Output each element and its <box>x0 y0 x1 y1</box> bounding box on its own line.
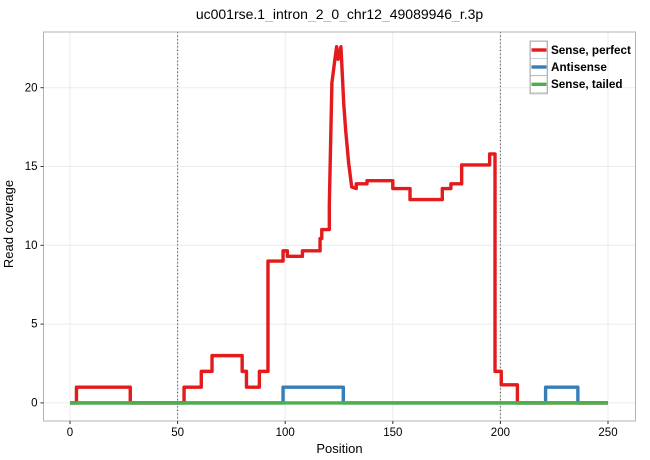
svg-text:Antisense: Antisense <box>551 61 607 74</box>
svg-text:150: 150 <box>383 427 402 439</box>
svg-text:20: 20 <box>25 82 38 94</box>
svg-text:100: 100 <box>276 427 295 439</box>
svg-text:Sense, perfect: Sense, perfect <box>551 44 631 57</box>
svg-text:250: 250 <box>598 427 617 439</box>
svg-text:50: 50 <box>171 427 184 439</box>
svg-text:200: 200 <box>491 427 510 439</box>
svg-text:Position: Position <box>316 441 362 456</box>
svg-text:0: 0 <box>67 427 73 439</box>
svg-text:uc001rse.1_intron_2_0_chr12_49: uc001rse.1_intron_2_0_chr12_49089946_r.3… <box>196 6 484 22</box>
svg-text:0: 0 <box>31 398 37 410</box>
svg-text:15: 15 <box>25 161 38 173</box>
svg-text:10: 10 <box>25 240 38 252</box>
svg-text:Read coverage: Read coverage <box>1 180 16 268</box>
svg-text:5: 5 <box>31 319 37 331</box>
svg-text:Sense, tailed: Sense, tailed <box>551 78 622 91</box>
